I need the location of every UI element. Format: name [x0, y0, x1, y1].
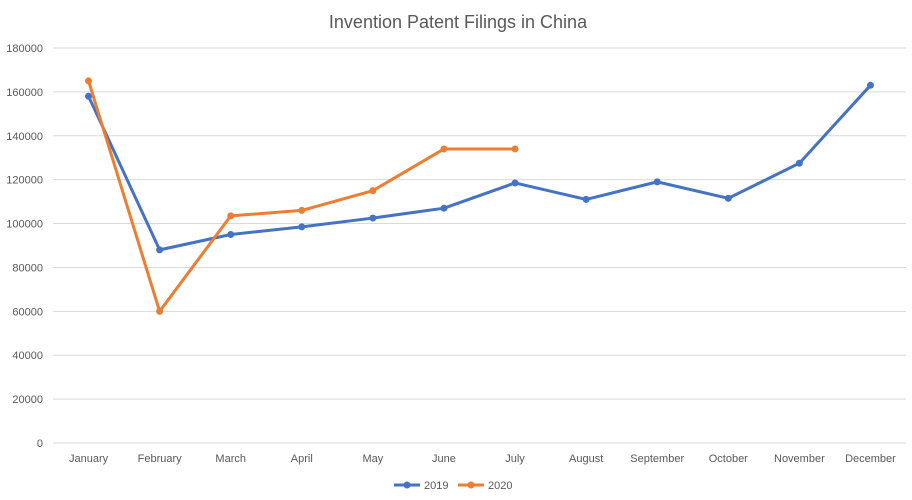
data-point	[582, 195, 590, 203]
y-tick-label: 120000	[6, 175, 43, 187]
legend-item: 2019	[394, 480, 448, 492]
x-tick-label: April	[291, 453, 313, 465]
x-tick-label: June	[432, 453, 456, 465]
data-point	[156, 246, 164, 254]
data-point	[85, 92, 93, 100]
data-point	[369, 214, 377, 222]
data-point	[298, 223, 306, 231]
y-tick-label: 20000	[12, 394, 43, 406]
legend: 2019 2020	[394, 480, 512, 492]
y-tick-label: 40000	[12, 350, 43, 362]
data-point	[227, 212, 235, 220]
legend-label: 2020	[488, 480, 512, 492]
x-tick-label: September	[630, 453, 684, 465]
gridlines	[53, 47, 906, 444]
data-point	[511, 179, 519, 187]
data-point	[440, 204, 448, 212]
data-point	[653, 178, 661, 186]
data-point	[298, 206, 306, 214]
y-tick-label: 140000	[6, 131, 43, 143]
legend-marker	[467, 481, 475, 489]
data-point	[85, 77, 93, 85]
data-point	[866, 81, 874, 89]
y-tick-label: 160000	[6, 87, 43, 99]
series-line	[87, 83, 872, 252]
x-tick-label: December	[845, 453, 896, 465]
data-point	[511, 145, 519, 153]
y-tick-label: 0	[37, 438, 43, 450]
data-point	[156, 307, 164, 315]
y-axis-ticks: 0 20000 40000 60000 80000 100000 120000 140000 1…	[6, 43, 43, 450]
legend-label: 2019	[424, 480, 448, 492]
data-point	[440, 145, 448, 153]
y-tick-label: 80000	[12, 262, 43, 274]
x-tick-label: March	[215, 453, 246, 465]
y-tick-label: 100000	[6, 219, 43, 231]
legend-item: 2020	[458, 480, 512, 492]
series-2019	[85, 81, 874, 254]
x-tick-label: January	[69, 453, 109, 465]
chart-title: Invention Patent Filings in China	[329, 12, 588, 32]
series-line	[87, 79, 517, 313]
x-tick-label: February	[138, 453, 183, 465]
data-point	[369, 187, 377, 195]
x-tick-label: October	[709, 453, 748, 465]
legend-marker	[403, 481, 411, 489]
series-lines	[85, 77, 874, 315]
data-point	[227, 231, 235, 239]
x-tick-label: May	[362, 453, 383, 465]
y-tick-label: 60000	[12, 306, 43, 318]
data-point	[724, 194, 732, 202]
data-point	[795, 159, 803, 167]
x-tick-label: August	[569, 453, 603, 465]
y-tick-label: 180000	[6, 43, 43, 55]
x-tick-label: November	[774, 453, 825, 465]
series-2020	[85, 77, 519, 315]
x-axis-ticks: January February March April May June July Augu…	[69, 453, 896, 465]
x-tick-label: July	[505, 453, 525, 465]
